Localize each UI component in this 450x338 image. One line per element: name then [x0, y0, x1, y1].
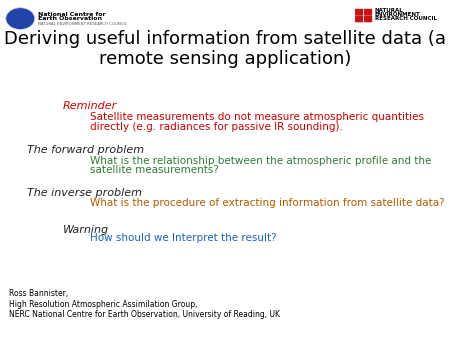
FancyBboxPatch shape	[364, 9, 372, 16]
Text: National Centre for: National Centre for	[38, 12, 106, 17]
FancyBboxPatch shape	[355, 9, 363, 16]
Text: What is the procedure of extracting information from satellite data?: What is the procedure of extracting info…	[90, 198, 445, 208]
Circle shape	[6, 8, 35, 29]
Text: Satellite measurements do not measure atmospheric quantities: Satellite measurements do not measure at…	[90, 112, 424, 122]
Text: ENVIRONMENT: ENVIRONMENT	[375, 13, 421, 17]
Text: Deriving useful information from satellite data (a
remote sensing application): Deriving useful information from satelli…	[4, 30, 446, 68]
Text: Earth Observation: Earth Observation	[38, 17, 102, 21]
Text: The inverse problem: The inverse problem	[27, 188, 142, 198]
Text: Warning: Warning	[63, 225, 109, 235]
Text: How should we Interpret the result?: How should we Interpret the result?	[90, 233, 277, 243]
Text: NATURAL ENVIRONMENT RESEARCH COUNCIL: NATURAL ENVIRONMENT RESEARCH COUNCIL	[38, 22, 127, 26]
Text: What is the relationship between the atmospheric profile and the: What is the relationship between the atm…	[90, 155, 432, 166]
Text: Ross Bannister,
High Resolution Atmospheric Assimilation Group,
NERC National Ce: Ross Bannister, High Resolution Atmosphe…	[9, 289, 280, 319]
Text: The forward problem: The forward problem	[27, 145, 144, 155]
FancyBboxPatch shape	[364, 16, 372, 22]
Text: Reminder: Reminder	[63, 101, 117, 112]
FancyBboxPatch shape	[355, 16, 363, 22]
Text: NATURAL: NATURAL	[375, 8, 404, 13]
Text: RESEARCH COUNCIL: RESEARCH COUNCIL	[375, 17, 437, 21]
Text: directly (e.g. radiances for passive IR sounding).: directly (e.g. radiances for passive IR …	[90, 122, 343, 132]
Text: satellite measurements?: satellite measurements?	[90, 165, 219, 175]
